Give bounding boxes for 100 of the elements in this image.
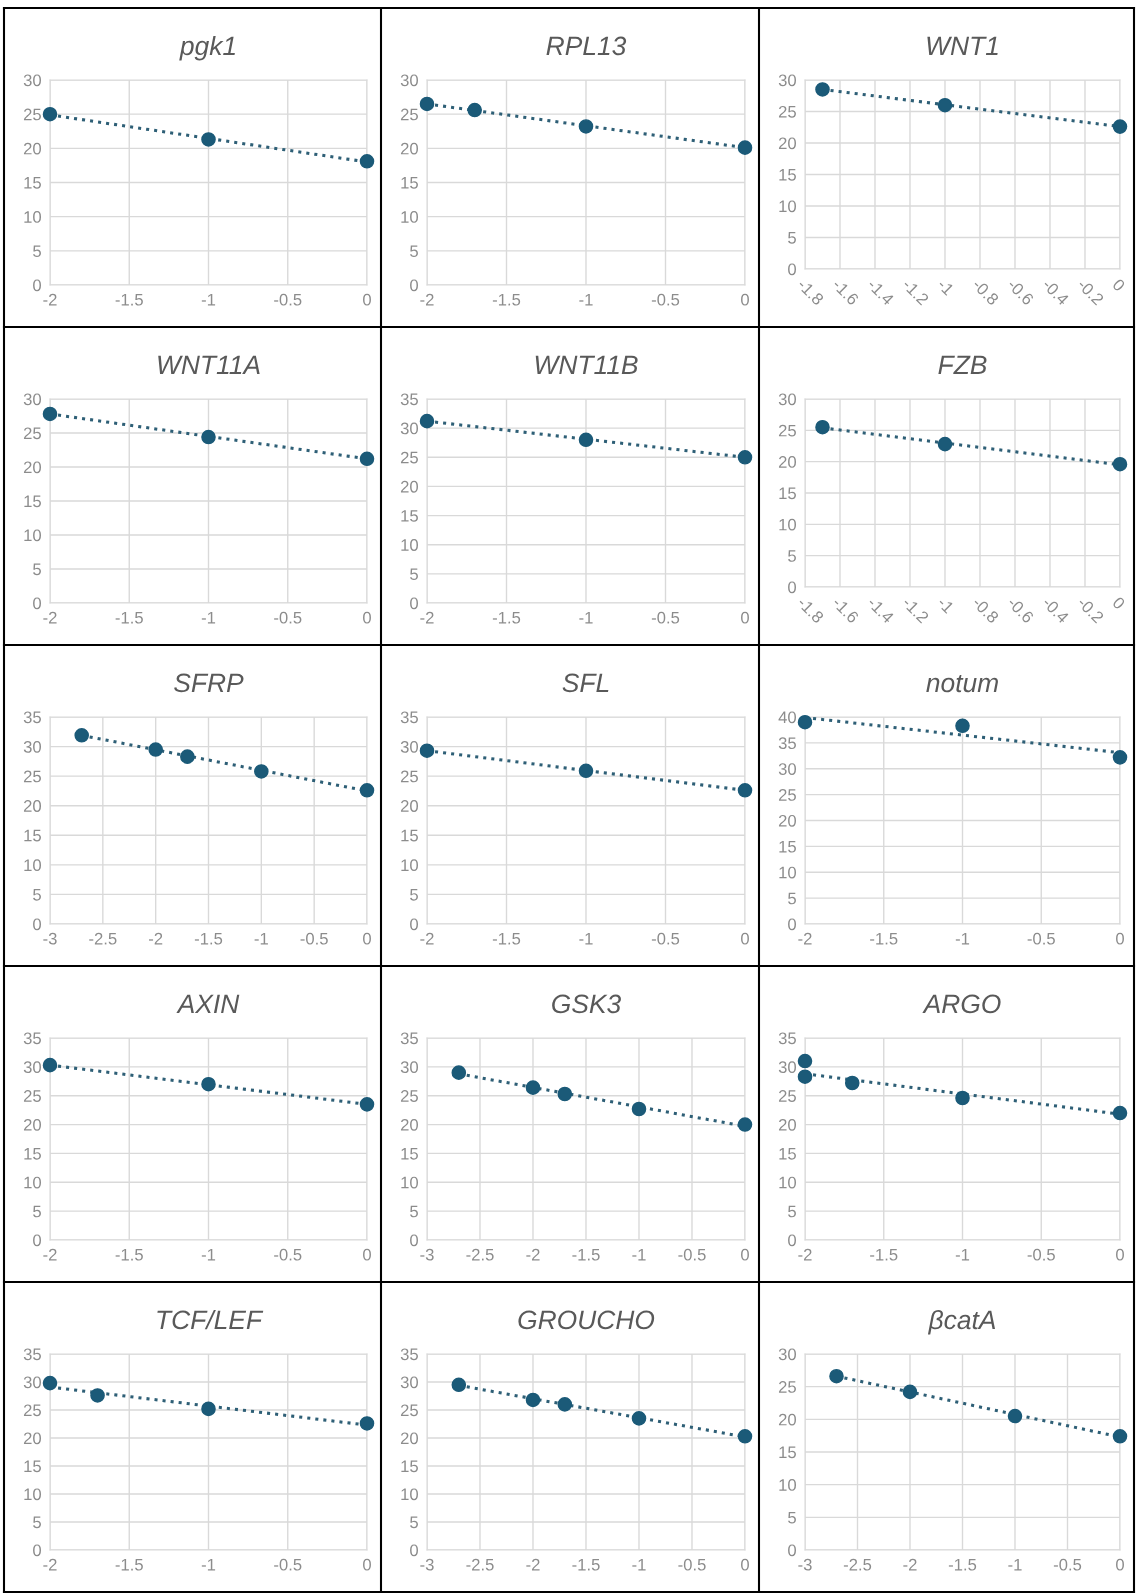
y-tick-label: 10 xyxy=(779,866,797,879)
x-tick-label: -3 xyxy=(420,1248,434,1261)
y-tick-label: 5 xyxy=(788,1511,796,1524)
x-tick-label: -0.4 xyxy=(1041,278,1070,306)
y-tick-label: 20 xyxy=(778,1118,797,1131)
x-tick-label: 0 xyxy=(741,932,749,945)
point xyxy=(815,82,830,97)
x-tick-label: -0.5 xyxy=(651,293,680,306)
point xyxy=(1112,1429,1128,1444)
chart-title: βcatA xyxy=(927,1309,996,1335)
x-tick-label: -1 xyxy=(936,596,955,614)
y-tick-label: 5 xyxy=(33,563,41,576)
x-tick-label: -0.4 xyxy=(1041,596,1070,624)
x-tick-label: -2 xyxy=(43,611,57,624)
y-tick-label: 20 xyxy=(400,142,419,155)
point xyxy=(631,1101,647,1117)
y-tick-label: 30 xyxy=(400,74,419,87)
point xyxy=(829,1368,844,1384)
y-tick-label: 5 xyxy=(33,889,41,901)
x-tick-label: -0.5 xyxy=(1027,932,1055,945)
point xyxy=(201,1076,216,1092)
y-tick-label: 15 xyxy=(24,177,41,189)
x-tick-label: 0 xyxy=(741,1558,749,1571)
x-tick-label: -1.4 xyxy=(866,596,895,624)
chart-title: pgk1 xyxy=(179,35,235,61)
x-tick-label: -1 xyxy=(254,932,268,945)
chart-title: WNT11B xyxy=(535,355,638,374)
x-tick-label: -0.5 xyxy=(678,1558,706,1571)
y-tick-label: 25 xyxy=(23,1090,41,1102)
y-tick-label: 30 xyxy=(400,1376,419,1389)
y-tick-label: 35 xyxy=(778,1032,796,1045)
point xyxy=(148,742,163,757)
y-tick-label: 25 xyxy=(778,105,796,118)
chart-title: SFRP xyxy=(174,673,244,693)
y-tick-label: 10 xyxy=(24,859,42,872)
y-tick-label: 0 xyxy=(788,1544,797,1557)
y-tick-label: 0 xyxy=(788,918,797,931)
point xyxy=(737,783,753,798)
x-tick-label: -1 xyxy=(579,293,593,306)
y-tick-label: 30 xyxy=(778,74,797,87)
y-tick-label: 35 xyxy=(23,1032,41,1045)
y-tick-label: 5 xyxy=(33,1205,41,1218)
point xyxy=(42,106,58,122)
point xyxy=(201,429,216,445)
y-tick-label: 10 xyxy=(401,539,419,551)
y-tick-label: 25 xyxy=(400,1090,418,1102)
y-tick-label: 10 xyxy=(779,200,797,213)
y-tick-label: 25 xyxy=(23,427,41,440)
x-tick-label: 0 xyxy=(363,1558,371,1571)
y-tick-label: 25 xyxy=(778,1090,796,1102)
x-tick-label: -2 xyxy=(420,293,434,306)
y-tick-label: 30 xyxy=(23,1061,42,1074)
point xyxy=(525,1080,541,1095)
x-tick-label: -3 xyxy=(420,1558,434,1571)
x-tick-label: -1 xyxy=(936,278,955,296)
point xyxy=(578,432,594,448)
y-tick-label: 5 xyxy=(33,1516,41,1529)
y-tick-label: 0 xyxy=(788,581,797,594)
x-tick-label: -1.5 xyxy=(870,1248,898,1261)
y-tick-label: 20 xyxy=(400,1118,419,1131)
y-tick-label: 25 xyxy=(400,451,418,464)
point xyxy=(451,1065,467,1080)
x-tick-label: -0.2 xyxy=(1076,278,1105,306)
x-tick-label: -1.5 xyxy=(194,932,223,945)
point xyxy=(797,1069,813,1084)
y-tick-label: 10 xyxy=(401,1176,419,1189)
x-tick-label: -0.5 xyxy=(1053,1558,1082,1571)
y-tick-label: 5 xyxy=(410,1516,418,1529)
y-tick-label: 15 xyxy=(24,1148,41,1160)
chart-title: TCF/LEF xyxy=(157,1309,264,1330)
point xyxy=(557,1086,573,1102)
x-tick-label: 0 xyxy=(363,611,371,624)
point xyxy=(419,96,435,112)
y-tick-label: 30 xyxy=(400,1061,419,1074)
y-tick-label: 0 xyxy=(788,1234,797,1247)
y-tick-label: 30 xyxy=(23,74,42,87)
point xyxy=(1112,119,1128,134)
y-tick-label: 35 xyxy=(400,711,418,724)
y-tick-label: 35 xyxy=(23,711,41,724)
y-tick-label: 25 xyxy=(778,424,796,437)
x-tick-label: 0 xyxy=(1116,1248,1124,1261)
point xyxy=(1112,456,1128,472)
y-tick-label: 20 xyxy=(400,800,419,812)
x-tick-label: -1.5 xyxy=(115,611,143,624)
point xyxy=(90,1388,105,1403)
x-tick-label: -0.5 xyxy=(274,293,302,306)
point xyxy=(844,1075,860,1091)
y-tick-label: 30 xyxy=(23,1376,42,1389)
y-tick-label: 15 xyxy=(401,510,418,522)
y-tick-label: 25 xyxy=(23,1404,41,1417)
x-tick-label: -1.2 xyxy=(901,596,930,624)
y-tick-label: 20 xyxy=(400,480,419,493)
y-tick-label: 25 xyxy=(23,108,41,121)
y-tick-label: 15 xyxy=(401,177,418,189)
point xyxy=(74,728,89,743)
y-tick-label: 15 xyxy=(779,169,796,181)
point xyxy=(737,450,753,465)
y-tick-label: 30 xyxy=(400,422,419,435)
point xyxy=(359,154,375,169)
y-tick-label: 0 xyxy=(410,1544,419,1557)
